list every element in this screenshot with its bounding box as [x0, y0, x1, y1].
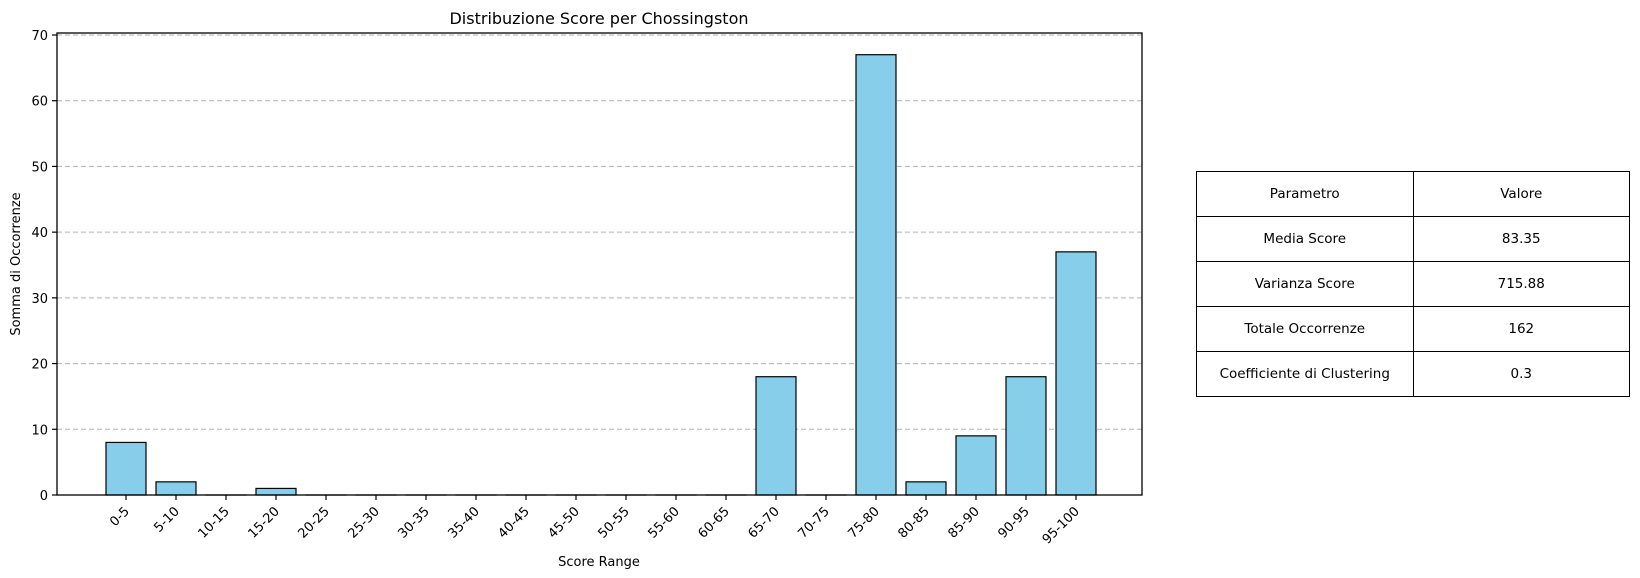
y-axis-ticks: 0 10 20 30 40 50 60 70	[31, 29, 57, 504]
y-tick-label: 10	[31, 423, 48, 438]
x-tick-label: 90-95	[996, 504, 1033, 541]
table-cell-value: Valore	[1412, 171, 1630, 217]
table-cell-value: 162	[1412, 306, 1630, 352]
x-tick-label: 25-30	[346, 504, 383, 541]
bar-0-5	[105, 441, 147, 496]
y-axis-label: Somma di Occorrenze	[9, 192, 24, 335]
x-tick-label: 65-70	[746, 504, 783, 541]
x-tick-label: 85-90	[946, 504, 983, 541]
table-cell-parameter: Parametro	[1196, 171, 1414, 217]
bar-75-80	[855, 54, 897, 496]
x-tick-label: 10-15	[196, 504, 233, 541]
x-axis-ticks: 0-5 5-10 10-15 15-20 20-25 25-30 30-35 35-40 40-…	[107, 495, 1083, 547]
x-tick-label: 40-45	[496, 504, 533, 541]
x-tick-label: 15-20	[246, 504, 283, 541]
bar-5-10	[155, 481, 197, 496]
table-cell-parameter: Varianza Score	[1196, 261, 1414, 307]
table-row: Coefficiente di Clustering 0.3	[1196, 351, 1630, 397]
bar-85-90	[955, 435, 997, 496]
table-header-row: Parametro Valore	[1196, 171, 1630, 217]
x-tick-label: 20-25	[296, 504, 333, 541]
x-tick-label: 0-5	[107, 504, 133, 530]
bar-65-70	[755, 376, 797, 496]
chart-title: Distribuzione Score per Chossingston	[449, 9, 748, 28]
bar-95-100	[1055, 251, 1097, 496]
x-axis-label: Score Range	[558, 555, 640, 570]
bar-80-85	[905, 481, 947, 496]
x-tick-label: 5-10	[151, 504, 182, 535]
bar-90-95	[1005, 376, 1047, 496]
x-tick-label: 30-35	[396, 504, 433, 541]
table-cell-parameter: Coefficiente di Clustering	[1196, 351, 1414, 397]
grid-lines	[57, 34, 1142, 430]
y-tick-label: 60	[31, 95, 48, 110]
y-tick-label: 20	[31, 358, 48, 373]
x-tick-label: 45-50	[546, 504, 583, 541]
x-tick-label: 55-60	[646, 504, 683, 541]
table-cell-value: 83.35	[1412, 216, 1630, 262]
x-tick-label: 70-75	[796, 504, 833, 541]
bar-15-20	[255, 487, 297, 496]
x-tick-label: 75-80	[846, 504, 883, 541]
table-cell-value: 715.88	[1412, 261, 1630, 307]
table-cell-parameter: Totale Occorrenze	[1196, 306, 1414, 352]
y-tick-label: 0	[40, 489, 48, 504]
x-tick-label: 60-65	[696, 504, 733, 541]
table-cell-value: 0.3	[1412, 351, 1630, 397]
parameters-table: Parametro Valore Media Score 83.35 Varianza …	[1196, 171, 1630, 397]
table-row: Varianza Score 715.88	[1196, 261, 1630, 307]
table-cell-parameter: Media Score	[1196, 216, 1414, 262]
table-row: Media Score 83.35	[1196, 216, 1630, 262]
x-tick-label: 95-100	[1040, 504, 1083, 547]
y-tick-label: 70	[31, 29, 48, 44]
x-tick-label: 80-85	[896, 504, 933, 541]
y-tick-label: 30	[31, 292, 48, 307]
y-tick-label: 40	[31, 226, 48, 241]
plot-frame	[56, 32, 1143, 496]
x-tick-label: 50-55	[596, 504, 633, 541]
x-tick-label: 35-40	[446, 504, 483, 541]
table-row: Totale Occorrenze 162	[1196, 306, 1630, 352]
y-tick-label: 50	[31, 160, 48, 175]
